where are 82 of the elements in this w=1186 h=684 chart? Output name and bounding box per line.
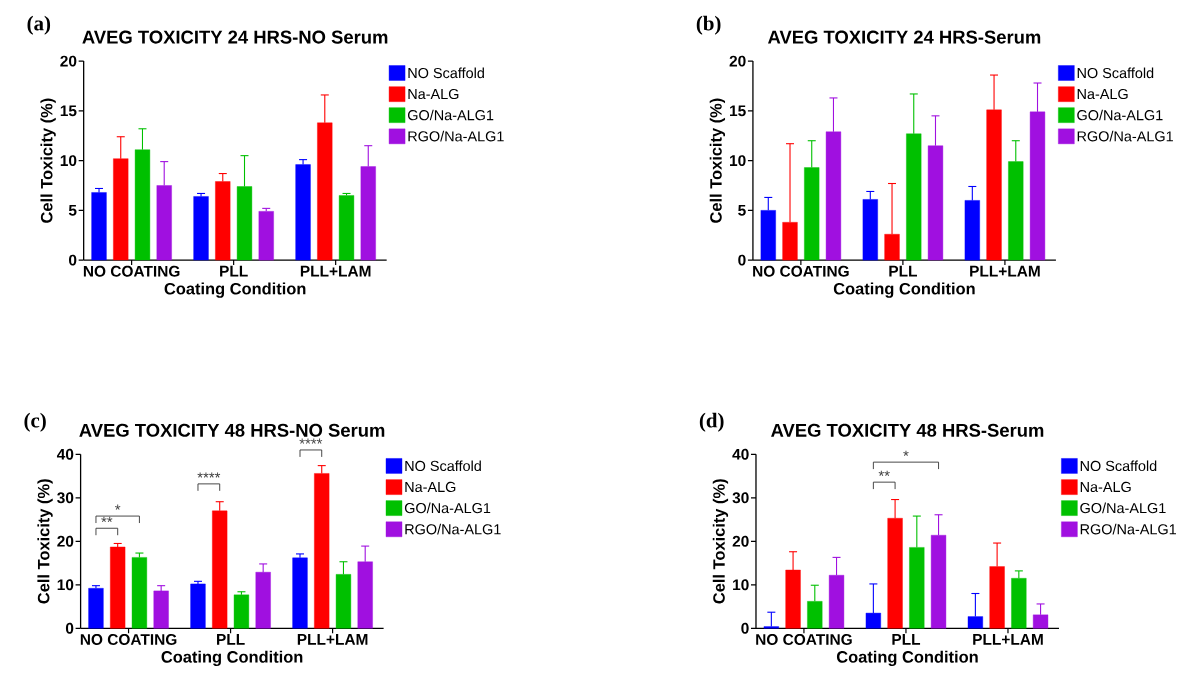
text: ****	[299, 438, 323, 444]
y-axis-title: Cell Toxicity (%)	[37, 479, 53, 604]
legend-label: Na-ALG	[1080, 481, 1131, 493]
x-tick-label: PLL+LAM	[970, 265, 1040, 277]
legend-label: RGO/Na-ALG1	[1080, 523, 1177, 535]
chart-title: AVEG TOXICITY 48 HRS-NO Serum	[79, 423, 385, 437]
y-tick-label: 40	[732, 448, 749, 460]
annotation: *	[903, 450, 909, 456]
text: (c)	[24, 412, 46, 432]
text: (b)	[696, 15, 721, 35]
legend-label: GO/Na-ALG1	[404, 502, 491, 514]
x-tick-label: PLL	[220, 265, 248, 277]
y-tick-label: 20	[57, 535, 74, 547]
bar	[295, 164, 311, 261]
y-tick-label: 5	[68, 204, 77, 216]
bar	[193, 196, 209, 261]
chart-title: AVEG TOXICITY 24 HRS-NO Serum	[82, 30, 388, 44]
y-tick-label: 10	[733, 579, 749, 591]
y-tick-label: 10	[730, 155, 746, 167]
legend-label: GO/Na-ALG1	[1077, 109, 1163, 121]
annotation: **	[101, 516, 113, 523]
y-tick-label: 30	[57, 492, 74, 504]
bar	[258, 211, 274, 261]
legend-label: RGO/Na-ALG1	[405, 523, 501, 535]
y-axis-title: Cell Toxicity (%)	[712, 479, 729, 604]
y-tick-label: 15	[60, 105, 77, 117]
x-tick-label: PLL+LAM	[973, 634, 1043, 645]
x-tick-label: NO COATING	[80, 634, 177, 645]
legend-label: GO/Na-ALG1	[1080, 502, 1166, 514]
y-tick-label: 10	[57, 579, 74, 591]
bar	[88, 588, 104, 629]
y-tick-label: 10	[60, 155, 77, 167]
bar	[292, 557, 308, 629]
x-axis-title: Coating Condition	[836, 650, 978, 667]
bar	[190, 583, 206, 629]
x-axis-title: Coating Condition	[164, 282, 306, 298]
annotation: **	[878, 470, 890, 476]
x-tick-label: PLL+LAM	[297, 634, 368, 645]
x-axis-title: Coating Condition	[161, 650, 303, 667]
y-tick-label: 20	[60, 55, 77, 67]
text: (d)	[699, 412, 724, 432]
x-tick-label: NO COATING	[756, 634, 852, 645]
y-tick-label: 0	[68, 254, 77, 266]
y-tick-label: 30	[732, 492, 749, 504]
y-axis-title: Cell Toxicity (%)	[40, 98, 56, 223]
x-tick-label: NO COATING	[83, 265, 180, 277]
legend-label: NO Scaffold	[1080, 460, 1157, 472]
y-tick-label: 5	[738, 204, 746, 216]
legend-label: Na-ALG	[1077, 88, 1128, 100]
x-axis-title: Coating Condition	[833, 282, 975, 298]
bar	[91, 192, 107, 261]
annotation: ****	[197, 472, 221, 478]
bar	[338, 195, 355, 261]
x-tick-label: PLL	[892, 634, 921, 645]
y-tick-label: 0	[741, 622, 749, 634]
y-tick-label: 20	[732, 535, 749, 547]
y-axis-title: Cell Toxicity (%)	[709, 98, 726, 223]
bar	[110, 546, 126, 629]
legend-label: NO Scaffold	[405, 460, 481, 472]
legend-label: GO/Na-ALG1	[407, 109, 494, 121]
legend-label: Na-ALG	[405, 481, 456, 493]
x-tick-label: PLL	[217, 634, 245, 645]
legend-label: NO Scaffold	[1077, 67, 1154, 79]
y-tick-label: 0	[65, 622, 74, 634]
chart-title: AVEG TOXICITY 48 HRS-Serum	[771, 423, 1044, 437]
y-tick-label: 20	[729, 55, 746, 67]
legend-label: RGO/Na-ALG1	[1077, 130, 1173, 142]
bar	[153, 590, 169, 629]
bar	[131, 557, 148, 629]
text: (a)	[27, 15, 51, 35]
chart-title: AVEG TOXICITY 24 HRS-Serum	[767, 30, 1041, 44]
y-tick-label: 40	[56, 448, 74, 460]
legend-label: RGO/Na-ALG1	[408, 130, 504, 142]
legend-label: Na-ALG	[408, 88, 459, 100]
bar	[233, 594, 250, 629]
x-tick-label: PLL+LAM	[300, 265, 371, 277]
legend-label: NO Scaffold	[408, 67, 484, 79]
x-tick-label: NO COATING	[753, 265, 849, 277]
y-tick-label: 0	[738, 254, 746, 266]
x-tick-label: PLL	[889, 265, 917, 277]
y-tick-label: 15	[730, 105, 746, 117]
annotation: *	[115, 504, 121, 510]
